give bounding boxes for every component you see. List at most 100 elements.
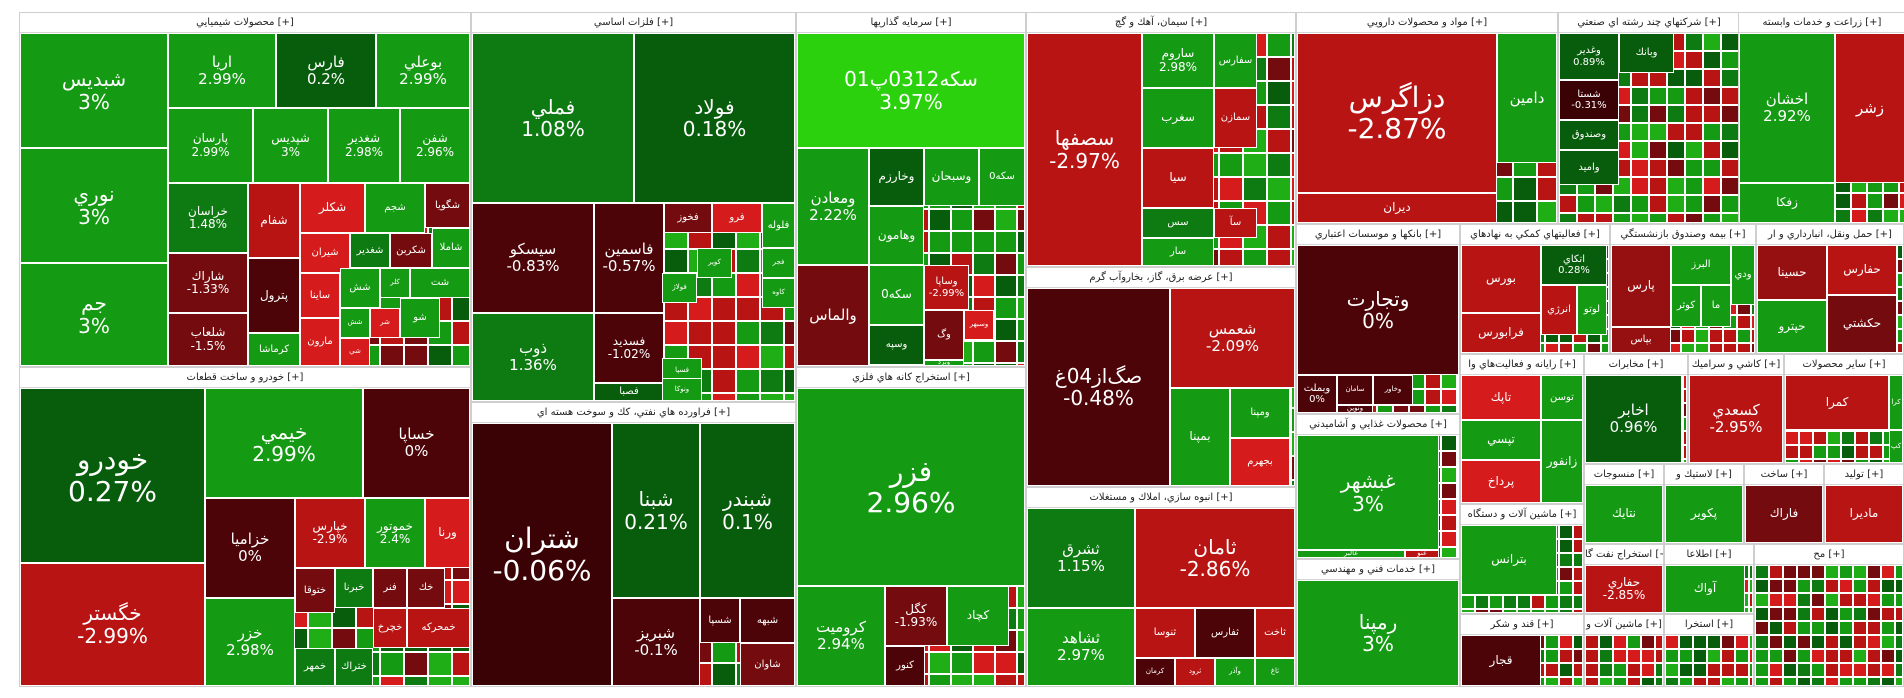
stock-tile[interactable]: حفارس bbox=[1827, 245, 1897, 295]
mini-stock-tile[interactable] bbox=[1559, 649, 1573, 663]
mini-stock-tile[interactable] bbox=[1839, 579, 1853, 593]
mini-stock-tile[interactable] bbox=[1243, 249, 1267, 266]
mini-stock-tile[interactable] bbox=[1755, 593, 1769, 607]
mini-stock-tile[interactable] bbox=[1783, 649, 1797, 663]
stock-tile[interactable]: پارس bbox=[1611, 245, 1671, 327]
mini-stock-tile[interactable] bbox=[1267, 105, 1291, 129]
mini-stock-tile[interactable] bbox=[1895, 579, 1903, 593]
stock-tile[interactable]: پترول bbox=[248, 258, 300, 333]
stock-tile[interactable]: شلعاب -1.5% bbox=[168, 313, 248, 366]
stock-tile[interactable]: پرداخ bbox=[1461, 460, 1541, 503]
mini-stock-tile[interactable] bbox=[1869, 431, 1883, 445]
mini-stock-tile[interactable] bbox=[1703, 195, 1721, 213]
mini-stock-tile[interactable] bbox=[1721, 159, 1739, 177]
mini-stock-tile[interactable] bbox=[1631, 87, 1649, 105]
stock-tile[interactable]: كپ bbox=[1889, 430, 1903, 463]
mini-stock-tile[interactable] bbox=[1709, 329, 1723, 343]
mini-stock-tile[interactable] bbox=[951, 674, 973, 686]
stock-tile[interactable]: ثاغ bbox=[1255, 658, 1295, 686]
mini-stock-tile[interactable] bbox=[1839, 621, 1853, 635]
stock-tile[interactable]: شستا -0.31% bbox=[1559, 80, 1619, 120]
mini-stock-tile[interactable] bbox=[973, 363, 995, 366]
stock-tile[interactable]: اخشان 2.92% bbox=[1739, 33, 1835, 183]
mini-stock-tile[interactable] bbox=[404, 345, 428, 366]
stock-tile[interactable]: پكوير bbox=[1665, 485, 1743, 543]
mini-stock-tile[interactable] bbox=[1441, 435, 1457, 451]
mini-stock-tile[interactable] bbox=[1855, 431, 1869, 445]
mini-stock-tile[interactable] bbox=[1475, 595, 1489, 609]
mini-stock-tile[interactable] bbox=[1291, 408, 1295, 432]
stock-tile[interactable]: وآذر bbox=[1215, 658, 1255, 686]
stock-tile[interactable]: تپسي bbox=[1461, 420, 1541, 460]
mini-stock-tile[interactable] bbox=[1883, 209, 1899, 223]
mini-stock-tile[interactable] bbox=[1811, 607, 1825, 621]
stock-tile[interactable]: ومعادن 2.22% bbox=[797, 148, 869, 265]
mini-stock-tile[interactable] bbox=[1769, 593, 1783, 607]
mini-stock-tile[interactable] bbox=[1457, 547, 1459, 558]
mini-stock-tile[interactable] bbox=[1783, 621, 1797, 635]
mini-stock-tile[interactable] bbox=[1291, 153, 1295, 177]
stock-tile[interactable]: حفاري -2.85% bbox=[1585, 565, 1663, 613]
mini-stock-tile[interactable] bbox=[1457, 373, 1459, 389]
mini-stock-tile[interactable] bbox=[1867, 677, 1881, 686]
mini-stock-tile[interactable] bbox=[1783, 565, 1797, 579]
mini-stock-tile[interactable] bbox=[1703, 123, 1721, 141]
mini-stock-tile[interactable] bbox=[1599, 663, 1613, 677]
mini-stock-tile[interactable] bbox=[1683, 403, 1687, 417]
stock-tile[interactable]: كمرا bbox=[1785, 375, 1889, 430]
mini-stock-tile[interactable] bbox=[1291, 105, 1295, 129]
mini-stock-tile[interactable] bbox=[1573, 663, 1583, 677]
mini-stock-tile[interactable] bbox=[1545, 649, 1559, 663]
mini-stock-tile[interactable] bbox=[1599, 677, 1613, 686]
mini-stock-tile[interactable] bbox=[929, 209, 951, 231]
mini-stock-tile[interactable] bbox=[736, 297, 760, 321]
mini-stock-tile[interactable] bbox=[1897, 273, 1903, 287]
sector-header[interactable]: ماشين آلات و دستگاه [+] bbox=[1461, 505, 1583, 525]
mini-stock-tile[interactable] bbox=[452, 580, 470, 604]
stock-tile[interactable]: ثشاهد 2.97% bbox=[1027, 608, 1135, 686]
stock-tile[interactable]: ثاخت bbox=[1255, 608, 1295, 658]
mini-stock-tile[interactable] bbox=[1627, 635, 1641, 649]
mini-stock-tile[interactable] bbox=[1895, 593, 1903, 607]
mini-stock-tile[interactable] bbox=[1457, 467, 1459, 483]
mini-stock-tile[interactable] bbox=[1749, 607, 1753, 613]
mini-stock-tile[interactable] bbox=[1267, 177, 1291, 201]
stock-tile[interactable]: شكربن bbox=[390, 233, 432, 268]
mini-stock-tile[interactable] bbox=[1017, 674, 1025, 686]
mini-stock-tile[interactable] bbox=[1267, 249, 1291, 266]
mini-stock-tile[interactable] bbox=[1811, 621, 1825, 635]
mini-stock-tile[interactable] bbox=[1855, 459, 1869, 463]
mini-stock-tile[interactable] bbox=[1825, 635, 1839, 649]
mini-stock-tile[interactable] bbox=[1667, 87, 1685, 105]
stock-tile[interactable]: فولاژ bbox=[662, 273, 697, 303]
stock-tile[interactable]: كوثر bbox=[1671, 285, 1701, 327]
sector-header[interactable]: بيمه وصندوق بازنشستگي [+] bbox=[1611, 225, 1755, 245]
mini-stock-tile[interactable] bbox=[1679, 663, 1693, 677]
stock-tile[interactable]: دزاگرس -2.87% bbox=[1297, 33, 1497, 193]
mini-stock-tile[interactable] bbox=[784, 369, 795, 393]
mini-stock-tile[interactable] bbox=[1797, 677, 1811, 686]
mini-stock-tile[interactable] bbox=[1685, 177, 1703, 195]
stock-tile[interactable]: بترانس bbox=[1461, 525, 1557, 595]
stock-tile[interactable]: سفارس bbox=[1214, 33, 1257, 88]
stock-tile[interactable]: وسپه bbox=[869, 325, 924, 365]
mini-stock-tile[interactable] bbox=[1853, 677, 1867, 686]
mini-stock-tile[interactable] bbox=[1841, 431, 1855, 445]
mini-stock-tile[interactable] bbox=[1867, 621, 1881, 635]
mini-stock-tile[interactable] bbox=[1613, 663, 1627, 677]
mini-stock-tile[interactable] bbox=[1577, 213, 1595, 223]
mini-stock-tile[interactable] bbox=[1513, 177, 1537, 201]
mini-stock-tile[interactable] bbox=[1649, 213, 1667, 223]
mini-stock-tile[interactable] bbox=[1797, 579, 1811, 593]
stock-tile[interactable]: ومپنا bbox=[1230, 388, 1290, 438]
mini-stock-tile[interactable] bbox=[951, 209, 973, 231]
mini-stock-tile[interactable] bbox=[688, 321, 712, 345]
stock-tile[interactable]: شفن 2.96% bbox=[400, 108, 470, 183]
mini-stock-tile[interactable] bbox=[1783, 635, 1797, 649]
stock-tile[interactable]: وهامون bbox=[869, 206, 924, 265]
mini-stock-tile[interactable] bbox=[1897, 287, 1903, 301]
mini-stock-tile[interactable] bbox=[1627, 663, 1641, 677]
mini-stock-tile[interactable] bbox=[1291, 432, 1295, 456]
stock-tile[interactable]: شي bbox=[340, 338, 370, 366]
mini-stock-tile[interactable] bbox=[1683, 431, 1687, 445]
